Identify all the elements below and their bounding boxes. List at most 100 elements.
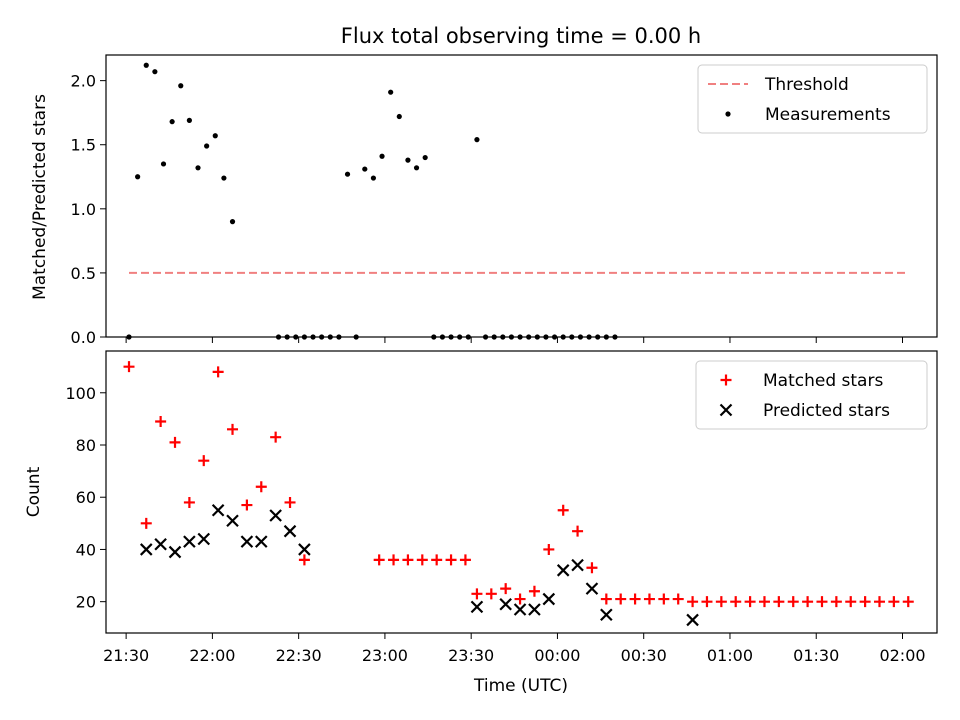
matched-star-point: [658, 593, 670, 605]
predicted-star-point: [240, 535, 254, 548]
matched-star-point: [241, 499, 253, 511]
bottom-y-tick-label: 40: [76, 540, 96, 559]
top-y-tick-label: 0.5: [71, 264, 96, 283]
bottom-x-tick-label: 00:00: [534, 646, 580, 665]
matched-star-point: [270, 431, 282, 443]
predicted-star-point: [600, 608, 613, 621]
top-panel: 0.00.51.01.52.0 Matched/Predicted stars …: [30, 54, 938, 347]
measurement-point: [405, 157, 411, 163]
measurement-point: [229, 219, 236, 225]
measurement-point: [221, 175, 227, 181]
matched-star-point: [198, 455, 210, 467]
legend-measurements-swatch: [725, 111, 731, 117]
matched-star-point: [586, 562, 598, 574]
bottom-axis: 20 40 60 80 100 21:30 22:00 22:30 23:00 23:30 00:0…: [65, 384, 925, 665]
top-axis: 0.0 0.5 1.0 1.5 2.0: [71, 72, 903, 347]
predicted-star-point: [585, 582, 599, 595]
matched-star-point: [402, 554, 414, 566]
matched-star-point: [802, 596, 814, 608]
matched-star-point: [183, 496, 195, 508]
measurement-point: [152, 69, 158, 75]
matched-star-point: [416, 554, 428, 566]
measurement-point: [143, 62, 149, 68]
top-legend-box: [697, 64, 928, 134]
matched-star-point: [902, 596, 914, 608]
legend-predicted-swatch: [719, 403, 733, 417]
bottom-x-tick-label: 01:30: [793, 646, 839, 665]
bottom-y-axis-label: Count: [24, 466, 44, 517]
predicted-star-point: [197, 532, 211, 546]
matched-star-point: [140, 517, 152, 529]
bottom-x-tick-label: 21:30: [103, 646, 149, 665]
measurement-point: [370, 175, 377, 181]
matched-star-point: [528, 585, 540, 597]
measurement-point: [388, 89, 394, 95]
bottom-plot-frame: [105, 350, 938, 634]
top-y-tick-label: 0.0: [71, 328, 96, 347]
measurement-point: [396, 113, 402, 120]
measurement-point: [169, 119, 175, 125]
matched-star-point: [255, 481, 267, 493]
matched-star-point: [557, 504, 569, 516]
bottom-panel: 20 40 60 80 100 21:30 22:00 22:30 23:00 23:30 00:0…: [24, 350, 938, 696]
matched-star-point: [758, 596, 770, 608]
matched-star-point: [830, 596, 842, 608]
matched-star-point: [298, 554, 310, 566]
predicted-star-point: [269, 509, 282, 522]
matched-star-point: [169, 436, 181, 448]
predicted-star-point: [528, 603, 541, 616]
matched-star-point: [672, 593, 684, 605]
predicted-star-point: [283, 524, 297, 538]
matched-star-point: [445, 554, 457, 566]
measurement-point: [160, 161, 167, 167]
bottom-y-tick-label: 60: [76, 488, 96, 507]
legend-matched-label: Matched stars: [763, 371, 883, 391]
top-y-tick-label: 1.0: [71, 200, 96, 219]
predicted-star-point: [499, 598, 512, 611]
legend-predicted-label: Predicted stars: [763, 401, 890, 421]
legend-measurements-label: Measurements: [765, 105, 891, 125]
matched-star-point: [629, 593, 641, 605]
predicted-star-point: [686, 613, 699, 627]
matched-star-point: [701, 596, 713, 608]
matched-star-point: [227, 423, 239, 435]
matched-star-point: [888, 596, 900, 608]
matched-star-point: [471, 588, 483, 600]
matched-star-point: [500, 583, 512, 595]
measurement-point: [135, 174, 141, 180]
matched-star-point: [123, 361, 135, 373]
matched-star-point: [773, 596, 785, 608]
bottom-y-tick-label: 20: [76, 593, 96, 612]
matched-star-point: [730, 596, 742, 608]
matched-star-point: [459, 554, 471, 566]
matched-star-point: [600, 593, 612, 605]
matched-star-point: [155, 416, 167, 427]
matched-star-point: [643, 593, 655, 605]
predicted-star-point: [470, 600, 484, 614]
matched-star-point: [514, 593, 526, 605]
matched-star-point: [543, 543, 555, 555]
predicted-star-point: [556, 564, 570, 577]
predicted-star-point: [542, 592, 556, 606]
matched-star-point: [859, 596, 871, 608]
bottom-x-tick-label: 22:00: [189, 646, 235, 665]
measurement-point: [362, 166, 368, 172]
measurement-point: [474, 137, 480, 143]
matched-star-point: [816, 596, 828, 608]
matched-star-point: [687, 596, 699, 608]
legend-threshold-label: Threshold: [764, 75, 849, 95]
legend-matched-swatch: [720, 374, 732, 386]
top-plot-frame: [105, 54, 938, 338]
bottom-x-tick-label: 22:30: [276, 646, 322, 665]
top-legend[interactable]: Threshold Measurements: [697, 64, 928, 134]
matched-star-point: [744, 596, 756, 608]
bottom-x-tick-label: 23:30: [448, 646, 494, 665]
predicted-star-point: [168, 545, 182, 559]
predicted-star-point: [183, 535, 196, 548]
bottom-legend-box: [695, 360, 928, 430]
top-chart-title: Flux total observing time = 0.00 h: [341, 24, 701, 48]
bottom-legend[interactable]: Matched stars Predicted stars: [695, 360, 928, 430]
matched-star-point: [615, 593, 627, 605]
matched-star-point: [212, 366, 224, 378]
matched-star-point: [572, 525, 584, 537]
